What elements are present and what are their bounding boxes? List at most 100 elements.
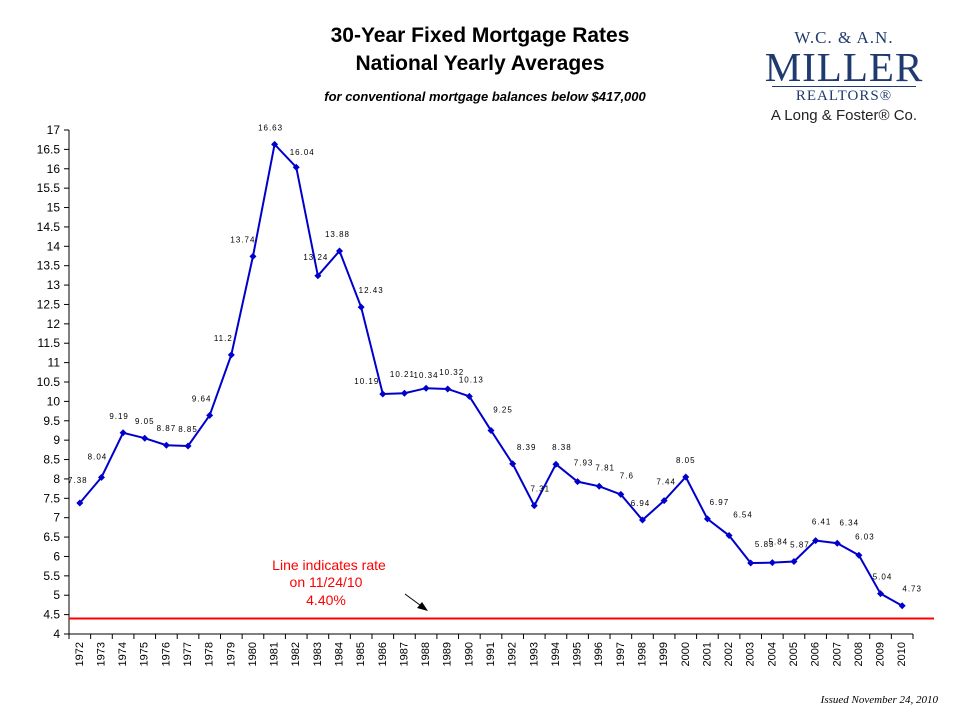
x-tick-label: 1978: [204, 642, 216, 666]
data-label: 13.88: [325, 230, 350, 239]
x-tick-label: 1977: [182, 642, 194, 666]
x-tick-label: 1993: [528, 642, 540, 666]
data-label: 8.85: [178, 425, 198, 434]
y-tick-label: 15.5: [37, 181, 61, 195]
data-point: [336, 247, 344, 255]
data-point: [465, 392, 473, 400]
y-tick-label: 11.5: [38, 336, 61, 350]
y-tick-label: 7: [53, 511, 60, 525]
data-label: 9.05: [135, 417, 155, 426]
x-tick-label: 1980: [247, 642, 259, 666]
data-point: [682, 473, 690, 481]
y-tick-label: 14.5: [37, 220, 61, 234]
data-label: 7.6: [620, 471, 634, 480]
data-label: 5.84: [769, 538, 789, 547]
data-point: [206, 411, 214, 419]
data-point: [812, 537, 820, 545]
data-label: 6.94: [631, 499, 651, 508]
series-line: [79, 142, 903, 607]
chart-title-line1: 30-Year Fixed Mortgage Rates: [330, 24, 630, 47]
data-label: 7.44: [656, 478, 676, 487]
data-point: [855, 551, 863, 559]
x-tick-label: 1982: [290, 642, 302, 666]
data-point: [379, 390, 387, 398]
y-tick-label: 12: [47, 317, 61, 331]
y-tick-label: 11: [48, 356, 61, 370]
x-tick-label: 1989: [442, 642, 454, 666]
annotation-line-3: 4.40%: [306, 592, 346, 608]
data-label: 6.97: [710, 498, 730, 507]
data-label: 6.34: [839, 518, 859, 527]
series-line-group: [76, 140, 906, 610]
x-tick-label: 1985: [355, 642, 367, 666]
data-label: 6.41: [812, 518, 832, 527]
data-point: [184, 442, 192, 450]
data-point: [422, 384, 430, 392]
y-tick-label: 6: [53, 549, 60, 563]
y-tick-label: 7.5: [43, 491, 60, 505]
data-label: 8.39: [517, 443, 537, 452]
data-point: [530, 502, 538, 510]
data-label: 5.83: [755, 540, 775, 549]
y-tick-label: 4: [53, 627, 60, 641]
logo-name: MILLER: [764, 44, 924, 90]
chart-subtitle: for conventional mortgage balances below…: [324, 89, 646, 104]
data-label: 7.31: [530, 485, 550, 494]
data-point: [703, 515, 711, 523]
data-point: [725, 532, 733, 540]
data-label: 10.21: [390, 370, 415, 379]
data-label: 7.81: [595, 463, 615, 472]
data-label: 10.13: [459, 375, 484, 384]
data-label: 13.24: [303, 253, 328, 262]
data-point: [400, 389, 408, 397]
data-label: 8.04: [88, 452, 108, 461]
data-label: 16.63: [258, 123, 283, 132]
data-point: [790, 558, 798, 566]
y-tick-label: 16.5: [37, 142, 61, 156]
data-point: [574, 478, 582, 486]
data-label: 10.32: [439, 368, 464, 377]
y-tick-label: 10: [47, 394, 61, 408]
x-tick-label: 1974: [117, 642, 129, 666]
data-point: [747, 559, 755, 567]
x-tick-label: 2001: [701, 642, 713, 666]
data-point: [768, 559, 776, 567]
data-label: 12.43: [359, 286, 384, 295]
x-tick-label: 2000: [680, 642, 692, 666]
x-tick-label: 2010: [896, 642, 908, 666]
logo-initials: W.C. & A.N.: [794, 28, 894, 47]
x-tick-label: 1996: [593, 642, 605, 666]
data-point: [444, 385, 452, 393]
data-point: [141, 434, 149, 442]
data-label: 9.19: [109, 412, 129, 421]
x-tick-label: 2003: [745, 642, 757, 666]
data-point: [552, 460, 560, 468]
data-point: [314, 272, 322, 280]
y-tick-label: 9: [53, 433, 60, 447]
data-point: [97, 473, 105, 481]
data-point: [76, 499, 84, 507]
y-tick-label: 14: [47, 239, 61, 253]
chart-axes: 4 4.5 5 5.5 6 6.5 7 7.5 8 8.5 9 9.5 10 10.5 11 11.5 12 12…: [37, 123, 914, 666]
y-tick-label: 5.5: [43, 569, 60, 583]
data-label: 5.87: [790, 541, 810, 550]
x-tick-label: 2009: [875, 642, 887, 666]
data-point: [162, 441, 170, 449]
data-point: [249, 252, 257, 260]
data-label: 8.38: [552, 443, 572, 452]
x-tick-label: 1984: [334, 642, 346, 666]
x-tick-label: 1990: [463, 642, 475, 666]
data-point: [292, 163, 300, 171]
x-tick-label: 1995: [572, 642, 584, 666]
data-point: [898, 602, 906, 610]
data-label: 6.03: [855, 532, 875, 541]
data-point: [119, 429, 127, 437]
data-point: [487, 426, 495, 434]
data-label: 7.38: [68, 476, 88, 485]
data-label: 7.93: [574, 459, 594, 468]
company-logo: W.C. & A.N. MILLER REALTORS® A Long & Fo…: [764, 28, 924, 124]
y-tick-label: 13: [47, 278, 61, 292]
y-tick-label: 8: [53, 472, 60, 486]
